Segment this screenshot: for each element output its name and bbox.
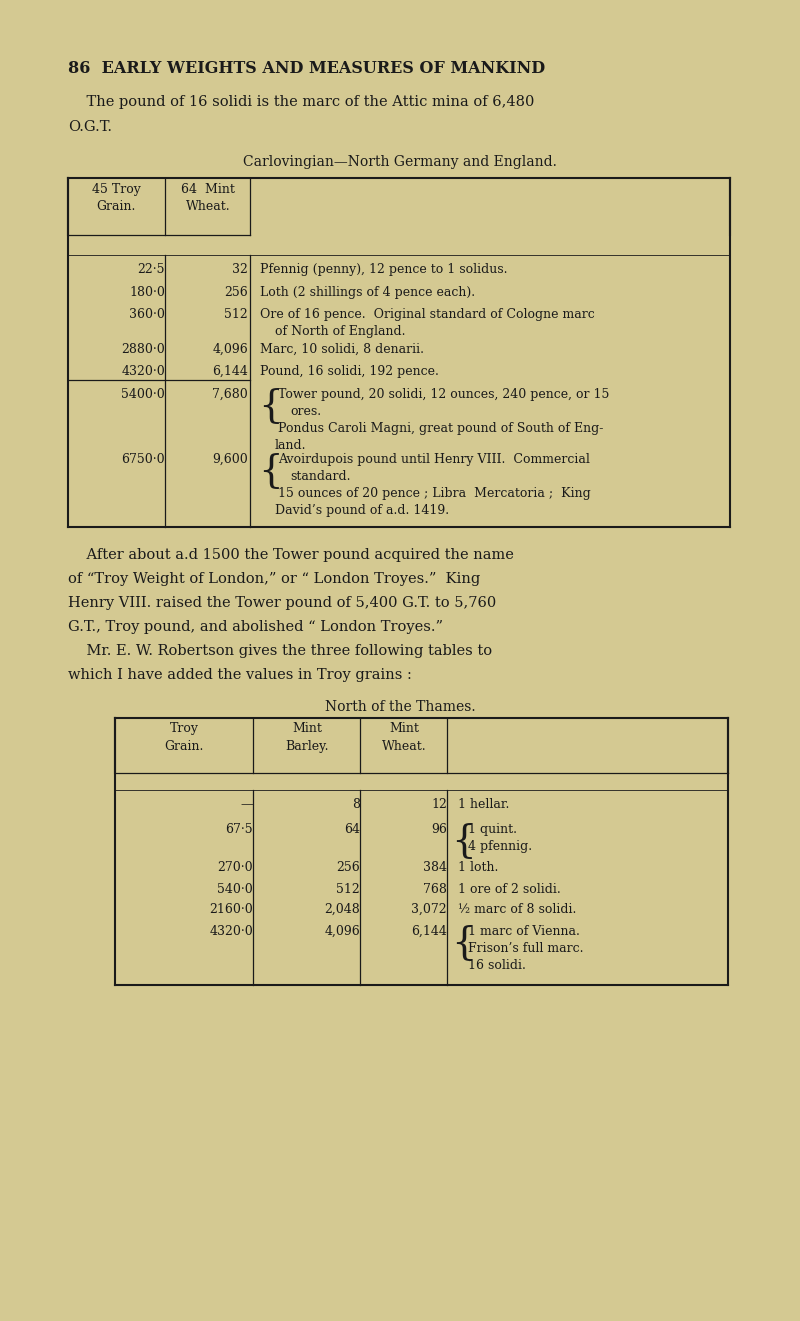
Text: Henry VIII. raised the Tower pound of 5,400 G.T. to 5,760: Henry VIII. raised the Tower pound of 5,… <box>68 596 496 610</box>
Text: 4320·0: 4320·0 <box>210 925 253 938</box>
Text: 4,096: 4,096 <box>212 343 248 355</box>
Text: Carlovingian—North Germany and England.: Carlovingian—North Germany and England. <box>243 155 557 169</box>
Text: 4 pfennig.: 4 pfennig. <box>468 840 532 853</box>
Text: Mint: Mint <box>389 723 419 734</box>
Text: 67·5: 67·5 <box>226 823 253 836</box>
Text: of “Troy Weight of London,” or “ London Troyes.”  King: of “Troy Weight of London,” or “ London … <box>68 572 480 587</box>
Text: 8: 8 <box>352 798 360 811</box>
Text: 6750·0: 6750·0 <box>122 453 165 466</box>
Text: 9,600: 9,600 <box>212 453 248 466</box>
Text: 86  EARLY WEIGHTS AND MEASURES OF MANKIND: 86 EARLY WEIGHTS AND MEASURES OF MANKIND <box>68 59 545 77</box>
Text: David’s pound of a.d. 1419.: David’s pound of a.d. 1419. <box>275 505 449 517</box>
Text: Ore of 16 pence.  Original standard of Cologne marc: Ore of 16 pence. Original standard of Co… <box>260 308 594 321</box>
Text: ½ marc of 8 solidi.: ½ marc of 8 solidi. <box>458 904 576 915</box>
Text: 384: 384 <box>423 861 447 875</box>
Text: 12: 12 <box>431 798 447 811</box>
Text: {: { <box>258 388 282 425</box>
Text: Grain.: Grain. <box>164 740 204 753</box>
Text: 2160·0: 2160·0 <box>210 904 253 915</box>
Text: 1 ore of 2 solidi.: 1 ore of 2 solidi. <box>458 882 561 896</box>
Text: 7,680: 7,680 <box>212 388 248 402</box>
Text: 64: 64 <box>344 823 360 836</box>
Text: 16 solidi.: 16 solidi. <box>468 959 526 972</box>
Text: Frison’s full marc.: Frison’s full marc. <box>468 942 583 955</box>
Text: 4,096: 4,096 <box>324 925 360 938</box>
Text: 768: 768 <box>423 882 447 896</box>
Text: 22·5: 22·5 <box>138 263 165 276</box>
Text: 3,072: 3,072 <box>411 904 447 915</box>
Text: 256: 256 <box>224 287 248 299</box>
Text: —: — <box>241 798 253 811</box>
Text: {: { <box>258 453 282 490</box>
Text: Barley.: Barley. <box>286 740 329 753</box>
Text: which I have added the values in Troy grains :: which I have added the values in Troy gr… <box>68 668 412 682</box>
Text: 6,144: 6,144 <box>212 365 248 378</box>
Text: ores.: ores. <box>290 406 321 417</box>
Text: 270·0: 270·0 <box>218 861 253 875</box>
Text: 15 ounces of 20 pence ; Libra  Mercatoria ;  King: 15 ounces of 20 pence ; Libra Mercatoria… <box>278 487 590 501</box>
Text: Mint: Mint <box>292 723 322 734</box>
Text: North of the Thames.: North of the Thames. <box>325 700 475 713</box>
Text: Grain.: Grain. <box>96 199 136 213</box>
Text: 1 loth.: 1 loth. <box>458 861 498 875</box>
Text: Avoirdupois pound until Henry VIII.  Commercial: Avoirdupois pound until Henry VIII. Comm… <box>278 453 590 466</box>
Text: Marc, 10 solidi, 8 denarii.: Marc, 10 solidi, 8 denarii. <box>260 343 424 355</box>
Text: {: { <box>451 823 476 860</box>
Text: G.T., Troy pound, and abolished “ London Troyes.”: G.T., Troy pound, and abolished “ London… <box>68 620 443 634</box>
Text: The pound of 16 solidi is the marc of the Attic mina of 6,480: The pound of 16 solidi is the marc of th… <box>68 95 534 110</box>
Text: 96: 96 <box>431 823 447 836</box>
Text: 1 hellar.: 1 hellar. <box>458 798 510 811</box>
Text: of North of England.: of North of England. <box>275 325 406 338</box>
Text: Wheat.: Wheat. <box>186 199 230 213</box>
Text: Pondus Caroli Magni, great pound of South of Eng-: Pondus Caroli Magni, great pound of Sout… <box>278 421 603 435</box>
Text: 2880·0: 2880·0 <box>122 343 165 355</box>
Text: After about a.d 1500 the Tower pound acquired the name: After about a.d 1500 the Tower pound acq… <box>68 548 514 561</box>
Text: 32: 32 <box>232 263 248 276</box>
Text: 5400·0: 5400·0 <box>122 388 165 402</box>
Text: 180·0: 180·0 <box>129 287 165 299</box>
Text: {: { <box>451 925 476 962</box>
Text: 1 marc of Vienna.: 1 marc of Vienna. <box>468 925 580 938</box>
Text: Pound, 16 solidi, 192 pence.: Pound, 16 solidi, 192 pence. <box>260 365 439 378</box>
Text: 2,048: 2,048 <box>324 904 360 915</box>
Text: Troy: Troy <box>170 723 198 734</box>
Text: land.: land. <box>275 439 306 452</box>
Text: Wheat.: Wheat. <box>382 740 426 753</box>
Text: 45 Troy: 45 Troy <box>91 184 141 196</box>
Text: Loth (2 shillings of 4 pence each).: Loth (2 shillings of 4 pence each). <box>260 287 475 299</box>
Text: Pfennig (penny), 12 pence to 1 solidus.: Pfennig (penny), 12 pence to 1 solidus. <box>260 263 507 276</box>
Text: 540·0: 540·0 <box>218 882 253 896</box>
Text: 1 quint.: 1 quint. <box>468 823 517 836</box>
Text: 64  Mint: 64 Mint <box>181 184 235 196</box>
Text: 512: 512 <box>336 882 360 896</box>
Text: 360·0: 360·0 <box>129 308 165 321</box>
Text: Tower pound, 20 solidi, 12 ounces, 240 pence, or 15: Tower pound, 20 solidi, 12 ounces, 240 p… <box>278 388 610 402</box>
Text: 4320·0: 4320·0 <box>122 365 165 378</box>
Text: standard.: standard. <box>290 470 350 483</box>
Text: 512: 512 <box>224 308 248 321</box>
Text: 6,144: 6,144 <box>411 925 447 938</box>
Text: Mr. E. W. Robertson gives the three following tables to: Mr. E. W. Robertson gives the three foll… <box>68 645 492 658</box>
Text: O.G.T.: O.G.T. <box>68 120 112 133</box>
Text: 256: 256 <box>336 861 360 875</box>
